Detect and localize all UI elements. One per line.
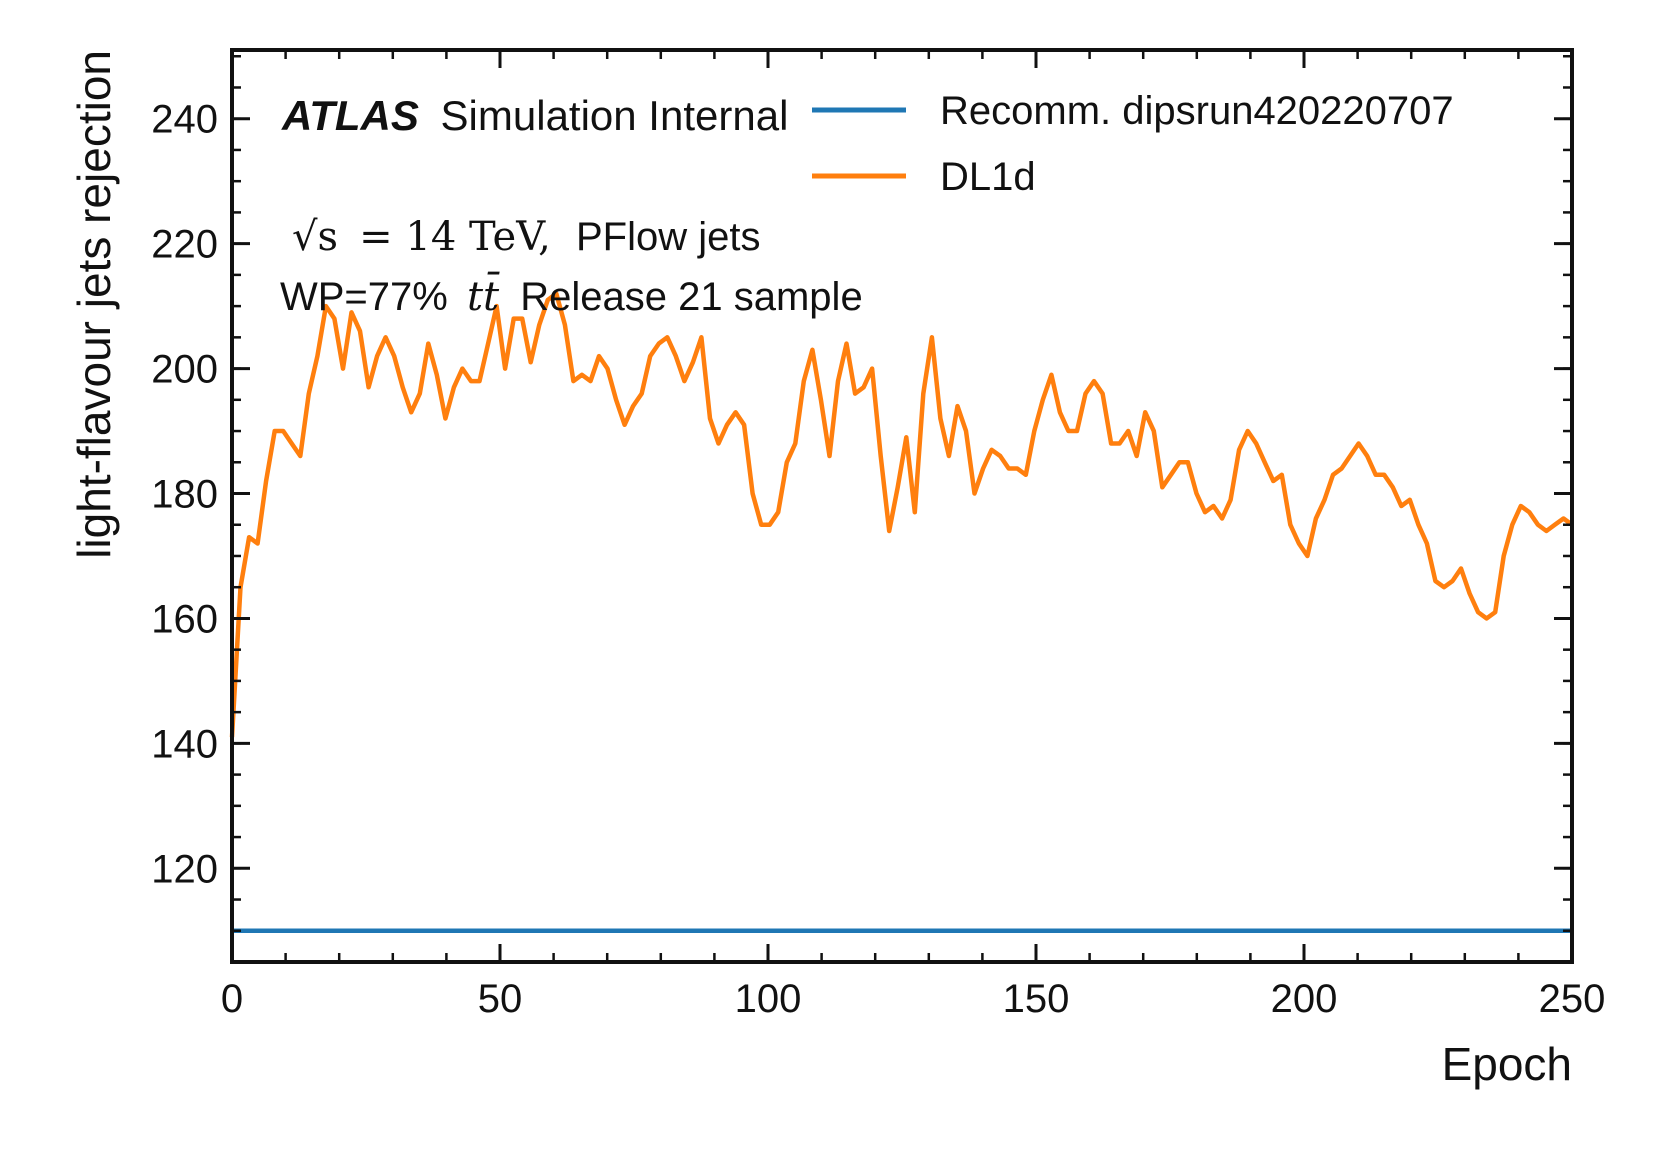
y-tick-label: 140 <box>151 722 218 766</box>
jets-label: PFlow jets <box>576 215 761 259</box>
energy-label: √s = 14 TeV, PFlow jets <box>292 214 760 260</box>
x-tick-label: 0 <box>221 977 243 1021</box>
y-tick-label: 240 <box>151 98 218 142</box>
x-tick-label: 100 <box>735 977 802 1021</box>
y-tick-label: 160 <box>151 597 218 641</box>
x-axis-title: Epoch <box>1442 1038 1572 1090</box>
x-tick-label: 250 <box>1539 977 1606 1021</box>
sqrt-s-symbol: √s <box>292 214 338 260</box>
atlas-experiment-label: ATLAS <box>281 92 419 139</box>
x-tick-label: 50 <box>478 977 523 1021</box>
labels-layer: 0 50 100 150 200 250 120 140 160 180 200 220 240 <box>151 98 1605 1021</box>
y-tick-label: 200 <box>151 348 218 392</box>
x-tick-label: 150 <box>1003 977 1070 1021</box>
x-tick-label: 200 <box>1271 977 1338 1021</box>
series-line-dl1d <box>229 291 1574 738</box>
sample-label: WP=77% tt̄ Release 21 sample <box>280 271 863 320</box>
plot-frame <box>230 48 1574 964</box>
series-layer <box>229 291 1574 934</box>
y-tick-label: 120 <box>151 847 218 891</box>
y-axis-title: light-flavour jets rejection <box>68 50 120 559</box>
legend: Recomm. dipsrun420220707 DL1d <box>812 89 1454 199</box>
wp-label: WP=77% <box>280 275 448 319</box>
ttbar-symbol: tt̄ <box>467 271 501 320</box>
energy-value: = 14 TeV, <box>359 214 551 260</box>
y-tick-label: 180 <box>151 473 218 517</box>
atlas-status-label: Simulation Internal <box>441 92 789 139</box>
release-sample-label: Release 21 sample <box>520 275 862 319</box>
legend-label-recomm: Recomm. dipsrun420220707 <box>940 89 1454 133</box>
atlas-label: ATLAS Simulation Internal <box>281 92 788 139</box>
y-tick-label: 220 <box>151 223 218 267</box>
legend-label-dl1d: DL1d <box>940 155 1036 199</box>
